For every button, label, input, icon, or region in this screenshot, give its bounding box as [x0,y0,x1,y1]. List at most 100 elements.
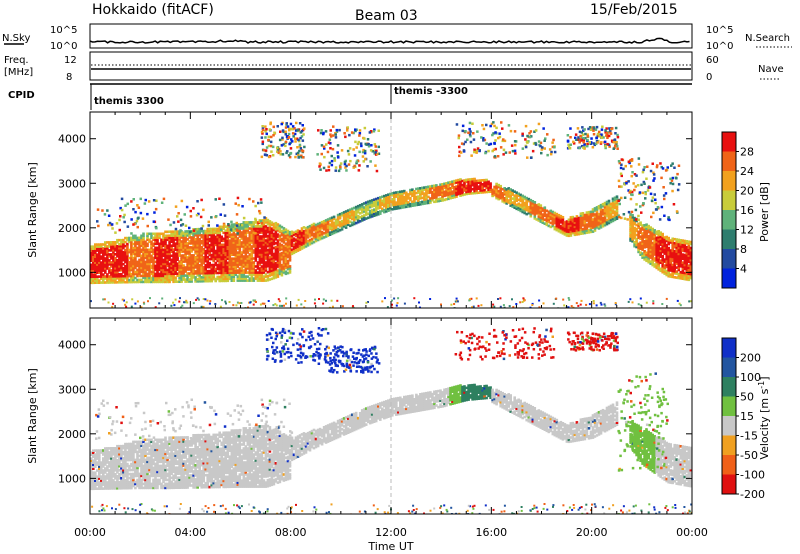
power-cell [385,198,388,201]
power-cell [659,235,662,238]
power-cell [152,276,155,280]
power-cell [150,244,153,248]
power-speckle [126,202,129,206]
power-cell [110,261,113,264]
cpid-segment-2: themis -3300 [394,86,468,97]
power-cell [192,240,195,243]
power-cell [565,224,569,227]
freq-label-2: [MHz] [4,67,33,78]
power-cell [689,274,692,278]
power-cell [643,232,646,235]
power-cell [268,272,272,275]
power-cell [136,242,139,246]
power-cell [665,259,668,263]
power-cell [232,273,236,276]
power-cell [370,211,374,214]
power-cell [108,243,111,246]
power-speckle [470,154,473,157]
power-cell [140,266,143,270]
power-cell [483,190,486,194]
power-speckle [540,148,544,151]
power-cell [611,203,615,207]
power-cell [254,271,258,274]
power-cell [393,193,396,197]
power-speckle [609,132,613,135]
power-cell [296,233,300,236]
power-cell [220,235,223,239]
power-cell [671,271,674,275]
power-cell [383,196,386,200]
power-cell [258,237,262,240]
power-cell [304,227,308,230]
power-cell [519,195,522,199]
power-cell [158,242,161,246]
power-cell [102,259,105,262]
power-cell [647,254,650,258]
power-cell [274,266,278,269]
power-cell [134,256,137,260]
power-cell [112,273,115,276]
power-cell [232,241,236,244]
power-speckle [298,155,301,159]
power-cell [182,234,185,237]
power-speckle [353,164,356,168]
power-cell [212,243,215,247]
power-cell [497,193,500,197]
power-cell [539,216,543,219]
power-cell [661,270,664,274]
power-cell [493,193,496,197]
power-cell [348,212,352,215]
power-cell [202,255,205,259]
power-cell [238,233,242,236]
power-cell [585,225,589,228]
power-cell [553,213,557,217]
power-cell [613,218,617,222]
power-cell [631,232,634,235]
power-cell [170,250,173,253]
power-cell [332,225,336,229]
power-cell [286,239,290,243]
power-cell [218,269,221,273]
power-cell [162,270,165,274]
power-cell [116,267,119,270]
power-cell [196,268,199,271]
power-cell [653,233,656,236]
power-cell [635,223,638,227]
power-cell [276,261,280,264]
power-cell [288,231,292,234]
power-cell [136,274,139,278]
power-cell [268,262,272,265]
power-speckle [303,145,306,149]
power-speckle [300,135,304,138]
power-cell [142,254,145,258]
power-cell [108,259,111,262]
power-speckle [153,211,156,214]
power-cell [264,255,268,258]
power-cell [304,245,308,248]
power-cell [168,234,171,237]
power-cell [156,276,159,280]
power-speckle [608,127,611,130]
power-cell [677,242,681,246]
power-cell [421,196,424,200]
power-cell [136,240,139,244]
power-speckle [265,132,268,136]
power-cell [126,280,129,284]
power-speckle [366,165,369,168]
power-speckle [298,149,301,153]
power-cell [134,236,137,240]
power-cell [340,228,344,231]
power-cell [655,238,658,242]
power-cell [461,187,464,191]
power-cell [268,220,272,223]
power-cell [571,219,575,223]
power-cell [603,213,607,217]
power-cell [234,237,238,240]
power-cell [314,227,318,231]
power-cell [228,255,232,258]
power-cell [659,253,662,256]
power-cell [230,277,234,280]
power-cell [196,229,199,233]
power-cell [256,279,260,282]
power-cell [90,251,93,254]
